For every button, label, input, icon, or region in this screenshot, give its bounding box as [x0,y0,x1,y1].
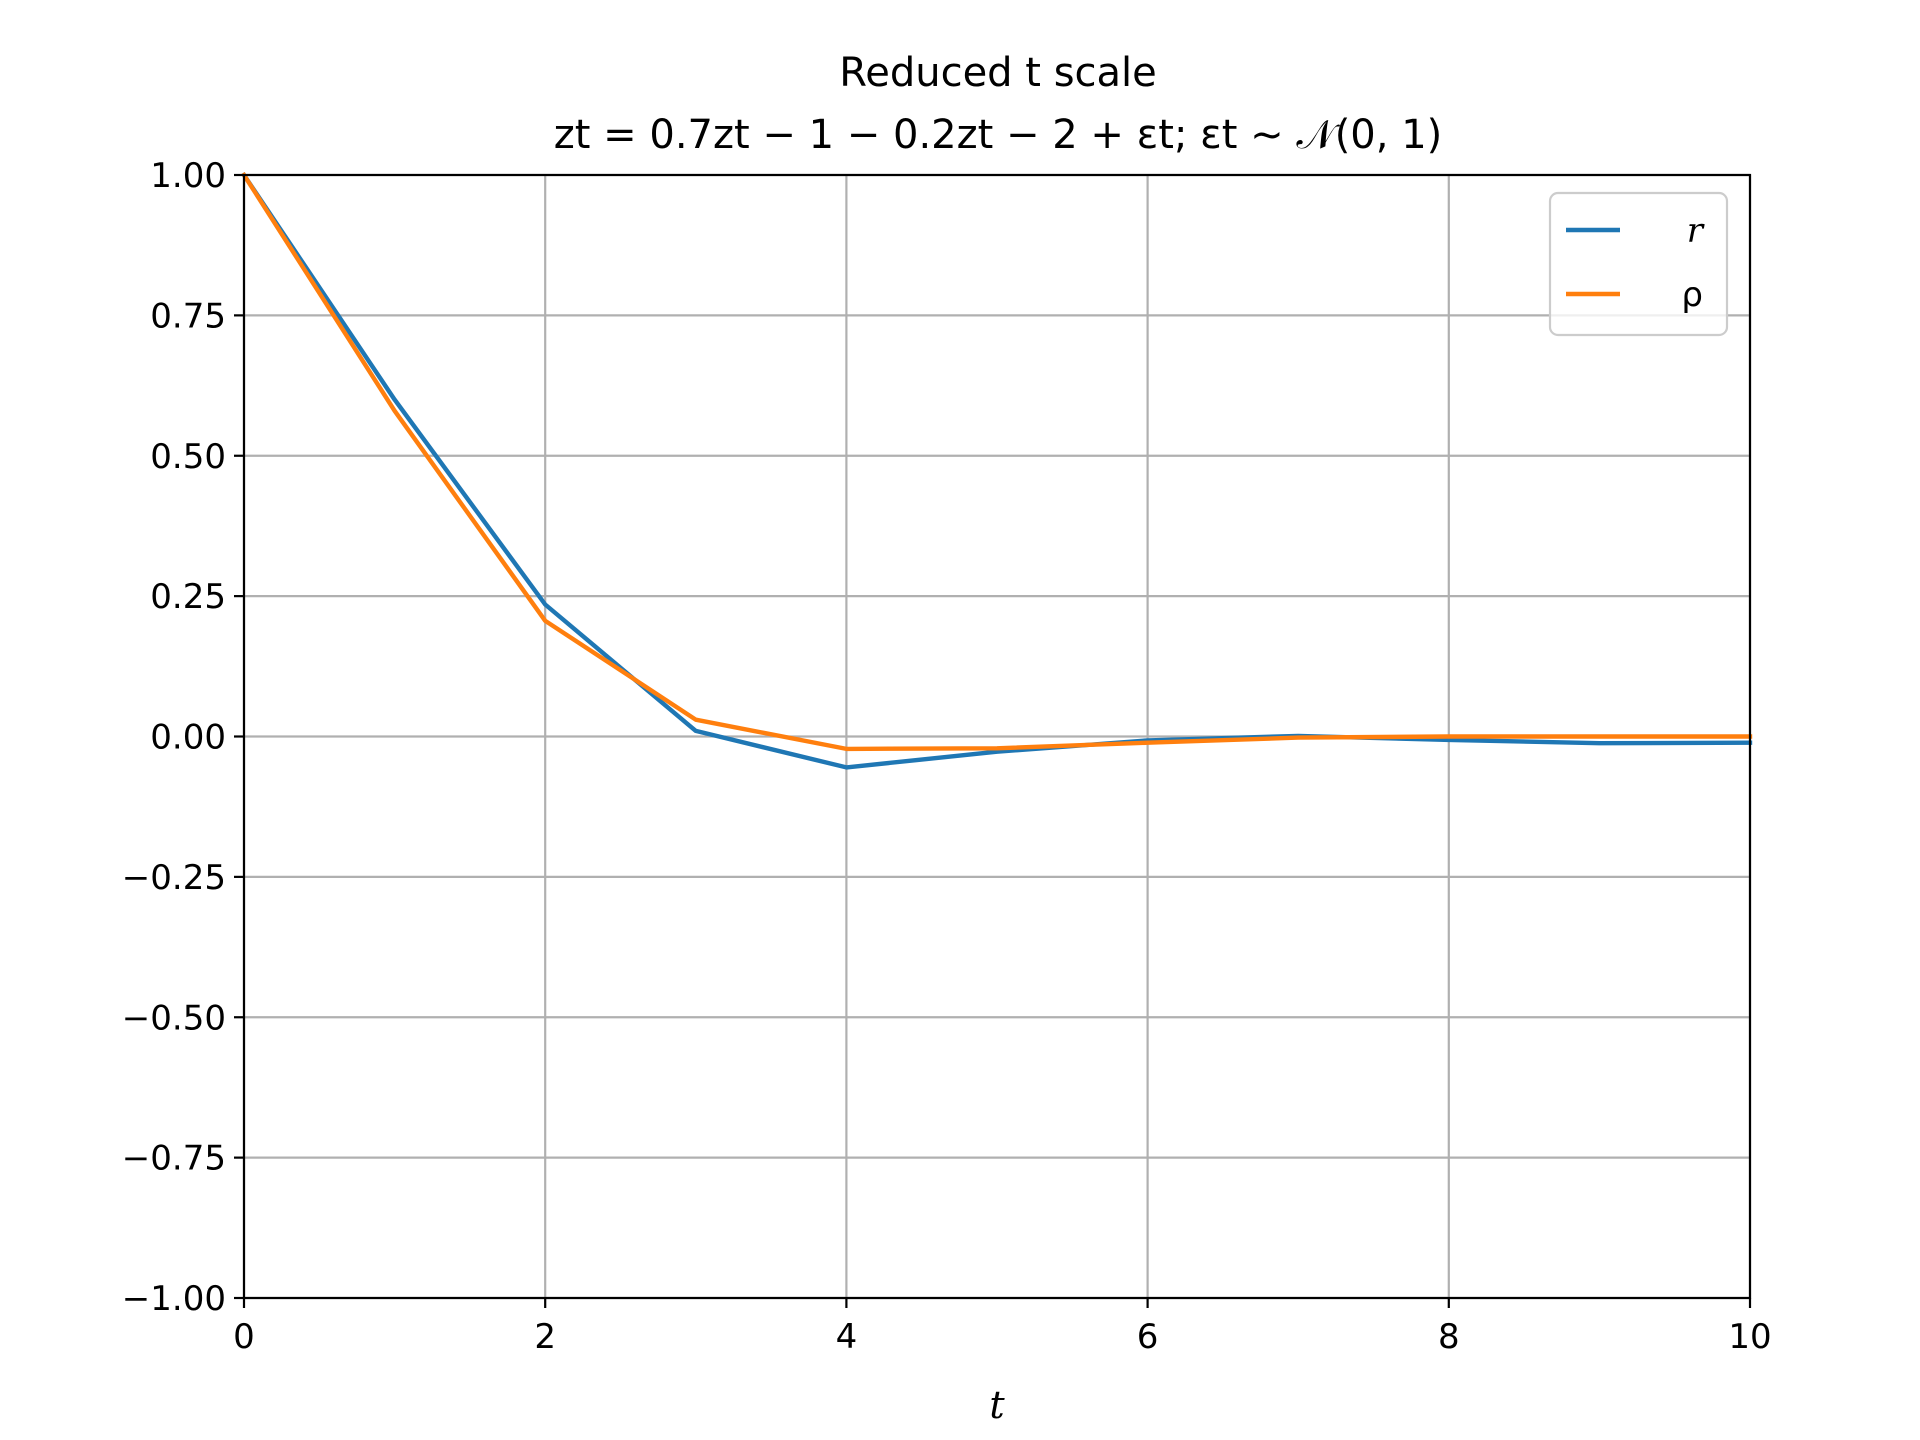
y-tick-label: 0.75 [150,296,226,336]
chart-subtitle-text: zt = 0.7zt − 1 − 0.2zt − 2 + εt; εt ~ 𝒩(… [554,112,1443,158]
series-line-r [240,171,1753,770]
legend-label-rho: ρ [1681,275,1703,315]
x-tick-label: 6 [1137,1317,1159,1357]
x-tick-label: 10 [1728,1317,1771,1357]
y-tick-label: −0.25 [122,858,226,898]
legend: r ρ [1548,191,1729,337]
x-axis-label: t [989,1383,1005,1427]
legend-label-r: r [1687,211,1705,251]
chart-title: Reduced t scale [839,50,1157,96]
y-tick-label: −1.00 [122,1279,226,1319]
ticks: 0 2 4 6 8 10 1.00 0.75 0.50 0.25 0.00 −0.25 −0.50 −0.… [122,156,1772,1357]
y-tick-label: 0.50 [150,437,226,477]
y-tick-label: 0.25 [150,577,226,617]
y-tick-label: 1.00 [150,156,226,196]
chart-title-text: Reduced t scale [839,50,1157,96]
y-tick-label: −0.50 [122,998,226,1038]
chart-subtitle: zt = 0.7zt − 1 − 0.2zt − 2 + εt; εt ~ 𝒩(… [554,112,1443,158]
x-tick-label: 8 [1438,1317,1460,1357]
plot-series [240,171,1753,770]
series-line-rho [240,171,1753,752]
y-tick-label: 0.00 [150,718,226,758]
x-tick-label: 4 [836,1317,858,1357]
y-tick-label: −0.75 [122,1139,226,1179]
x-tick-label: 0 [233,1317,255,1357]
x-tick-label: 2 [534,1317,556,1357]
